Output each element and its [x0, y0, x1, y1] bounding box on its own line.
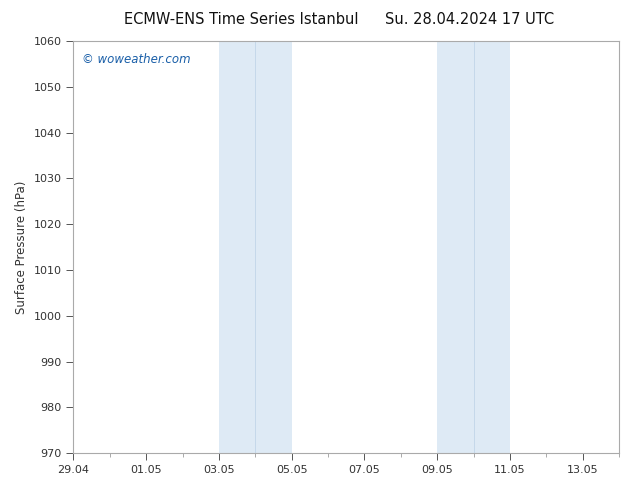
Y-axis label: Surface Pressure (hPa): Surface Pressure (hPa): [15, 180, 28, 314]
Bar: [437, 41, 474, 453]
Bar: [256, 41, 292, 453]
Text: © woweather.com: © woweather.com: [82, 53, 190, 67]
Bar: [474, 41, 510, 453]
Bar: [219, 41, 256, 453]
Text: ECMW-ENS Time Series Istanbul: ECMW-ENS Time Series Istanbul: [124, 12, 358, 27]
Text: Su. 28.04.2024 17 UTC: Su. 28.04.2024 17 UTC: [385, 12, 553, 27]
